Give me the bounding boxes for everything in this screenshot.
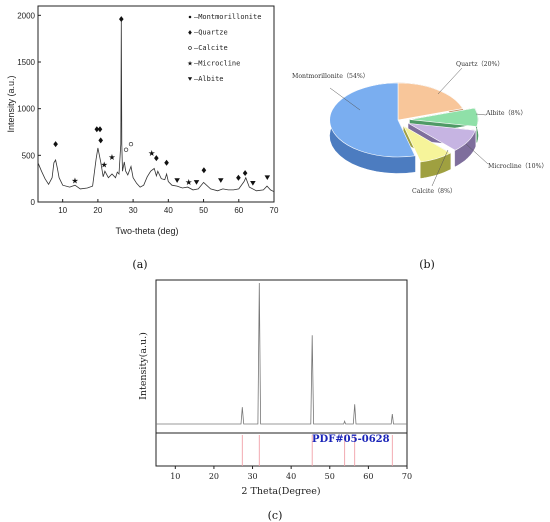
legend-label: —Quartze [194, 29, 228, 37]
phase-marker-circle [128, 141, 134, 147]
x-tick-label-c: 20 [209, 472, 219, 481]
y-tick-label-a: 0 [31, 198, 36, 207]
legend-symbol-triangle [187, 77, 193, 81]
pie-leader-line [431, 149, 449, 187]
phase-marker-triangle [264, 175, 271, 181]
pie-leader-line [465, 143, 489, 165]
y-tick-label-a: 1000 [17, 105, 35, 114]
phase-marker-star: ★ [101, 159, 108, 169]
phase-marker-diamond [53, 141, 58, 148]
phase-marker-circle [123, 147, 129, 152]
phase-marker-triangle [193, 180, 200, 185]
legend-symbol-circle [188, 46, 192, 50]
phase-marker-star: ★ [108, 152, 115, 162]
x-tick-label-a: 40 [164, 206, 173, 215]
phase-marker-diamond [119, 16, 124, 23]
x-tick-label-c: 10 [170, 472, 180, 481]
phase-marker-star: ★ [71, 175, 78, 185]
legend-label: —Albite [194, 75, 224, 83]
legend-symbol-star: ★ [187, 60, 193, 68]
x-tick-label-c: 40 [286, 472, 296, 481]
phase-marker-diamond [242, 170, 248, 177]
legend-label: —Microcline [194, 60, 240, 68]
pie-leader-line [329, 87, 361, 111]
x-tick-label-c: 50 [325, 472, 335, 481]
plot-c-frame [155, 279, 408, 467]
legend-label: —Montmorillonite [194, 13, 261, 21]
x-tick-label-c: 70 [402, 472, 412, 481]
phase-marker-star: ★ [185, 177, 192, 187]
pdf-reference-label: PDF#05-0628 [312, 434, 390, 445]
xrd-line-a [37, 19, 275, 193]
phase-marker-diamond [236, 174, 241, 181]
phase-marker-diamond [201, 167, 207, 174]
pie-slice [409, 107, 479, 127]
y-axis-label-c: Intensity(a.u.) [138, 332, 149, 400]
phase-marker-diamond [164, 159, 169, 166]
xrd-line-c [156, 282, 407, 425]
x-tick-label-a: 10 [58, 206, 67, 215]
legend-a: —Montmorillonite —Quartze —Calcite★ —Microc… [187, 13, 261, 83]
y-tick-label-a: 1500 [17, 58, 35, 67]
phase-marker-triangle [174, 178, 180, 183]
phase-marker-diamond [98, 137, 103, 144]
panel-label-b: (b) [419, 258, 435, 271]
x-tick-label-a: 30 [129, 206, 138, 215]
pie-slice-label: Quartz（20%） [456, 61, 504, 68]
x-tick-label-a: 50 [199, 206, 208, 215]
pie-slice-label: Microcline（10%） [488, 163, 548, 170]
y-tick-label-a: 500 [22, 151, 36, 160]
legend-label: —Calcite [194, 44, 228, 52]
phase-marker-star: ★ [148, 148, 155, 158]
x-axis-label-a: Two-theta (deg) [115, 226, 178, 236]
panel-c: 10 20 30 40 50 60 70 PDF#05-0628 2 Theta(Degre… [138, 279, 412, 522]
phase-marker-diamond [154, 155, 159, 162]
pie-leader-line [475, 113, 487, 116]
pie-slice-label: Albite（8%） [485, 110, 527, 117]
pie-slice-label: Montmorillonite（54%） [292, 73, 369, 80]
panel-label-a: (a) [132, 258, 147, 271]
phase-marker-diamond [94, 126, 100, 133]
x-tick-label-c: 60 [363, 472, 373, 481]
panel-b: Montmorillonite（54%） Quartz（20%） Albite（8%… [292, 61, 548, 271]
phase-marker-diamond [97, 126, 103, 133]
x-axis-label-c: 2 Theta(Degree) [241, 486, 320, 497]
pie-slice [403, 125, 451, 163]
legend-symbol-dot [188, 15, 192, 19]
panel-label-c: (c) [268, 509, 283, 522]
phase-marker-triangle [218, 178, 224, 183]
legend-symbol-diamond [188, 30, 192, 35]
plot-a-frame [37, 5, 275, 203]
x-tick-label-a: 60 [234, 206, 243, 215]
pie-slice [329, 82, 416, 158]
phase-marker-triangle [250, 181, 256, 186]
pie-slice [408, 123, 476, 151]
y-tick-label-a: 2000 [17, 11, 35, 20]
pie-slice-label: Calcite（8%） [412, 188, 456, 195]
pie-slice [397, 82, 464, 121]
x-tick-label-a: 70 [270, 206, 279, 215]
pie-leader-line [437, 67, 463, 95]
x-tick-label-a: 20 [93, 206, 102, 215]
y-axis-label-a: Intensity (a.u.) [6, 75, 16, 132]
x-tick-label-c: 30 [247, 472, 257, 481]
